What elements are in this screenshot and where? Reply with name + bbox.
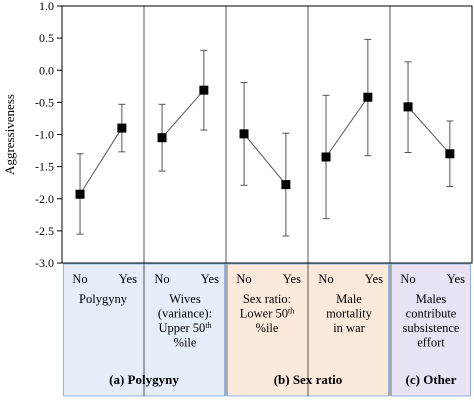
panel-label-line: subsistence (403, 321, 460, 335)
panel-label-line: effort (417, 336, 445, 350)
x-category-label: No (318, 272, 333, 286)
panel-label-line: (variance): (158, 307, 212, 321)
y-tick-label: -1.0 (35, 128, 54, 142)
y-tick-label: -1.5 (35, 160, 54, 174)
panel-label-line: mortality (326, 307, 373, 321)
series-line (407, 106, 451, 155)
panel-label-line: Sex ratio: (243, 292, 291, 306)
panel-label-text: Lower 50 (240, 307, 288, 321)
data-point-yes (199, 85, 209, 95)
group-box-2 (391, 263, 471, 397)
data-point-no (321, 152, 331, 162)
group-title-1: (b) Sex ratio (274, 372, 343, 387)
y-axis-label: Aggressiveness (2, 94, 17, 175)
data-point-yes (117, 123, 127, 133)
series-line (161, 89, 205, 139)
x-category-label: Yes (447, 272, 465, 286)
panel-label-text: Upper 50 (158, 321, 205, 335)
data-point-yes (445, 149, 455, 159)
data-point-no (239, 129, 249, 139)
x-category-label: No (400, 272, 415, 286)
panel-label-line: Males (416, 292, 447, 306)
y-tick-label: -2.0 (35, 192, 54, 206)
series-line (325, 96, 369, 158)
panel-label-line: Male (336, 292, 362, 306)
panel-label-line: contribute (406, 307, 457, 321)
y-tick-label: -3.0 (35, 256, 54, 270)
x-category-label: No (72, 272, 87, 286)
panel-label-line: Wives (169, 292, 201, 306)
x-category-label: No (236, 272, 251, 286)
y-tick-label: 0.5 (39, 31, 54, 45)
panel-label-line: %ile (256, 321, 279, 335)
y-tick-label: 1.0 (39, 0, 54, 13)
panel-label-superscript: th (205, 321, 211, 330)
y-tick-label: -2.5 (35, 224, 54, 238)
data-point-yes (363, 92, 373, 102)
panel-label-line: %ile (174, 336, 197, 350)
panel-label-line: Lower 50th (240, 306, 294, 321)
panel-label-line: Upper 50th (158, 321, 211, 336)
group-title-2: (c) Other (406, 372, 457, 387)
plot-frame (61, 5, 473, 264)
panel-label-line: Polygyny (79, 292, 128, 306)
panel-label-superscript: th (288, 306, 294, 315)
series-line (79, 127, 123, 195)
data-point-no (403, 102, 413, 112)
x-category-label: Yes (201, 272, 219, 286)
data-point-no (75, 189, 85, 199)
y-tick-label: 0.0 (39, 63, 54, 77)
y-tick-label: -0.5 (35, 95, 54, 109)
data-point-yes (281, 180, 291, 190)
series-line (243, 133, 287, 185)
x-category-label: Yes (283, 272, 301, 286)
data-point-no (157, 133, 167, 143)
x-category-label: No (154, 272, 169, 286)
x-category-label: Yes (119, 272, 137, 286)
x-category-label: Yes (365, 272, 383, 286)
panel-label-line: in war (333, 321, 365, 335)
group-title-0: (a) Polygyny (109, 372, 179, 387)
